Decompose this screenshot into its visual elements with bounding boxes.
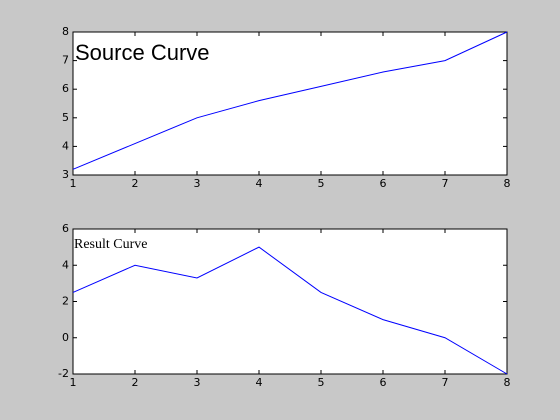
y-tick-label: 3: [62, 168, 69, 181]
y-tick-label: 2: [62, 295, 69, 308]
axes-background: [72, 31, 508, 176]
y-tick-label: 7: [62, 54, 69, 67]
x-tick-label: 7: [442, 376, 449, 389]
x-tick-label: 8: [504, 177, 511, 190]
y-tick-label: 6: [62, 82, 69, 95]
annotation: Result Curve: [74, 237, 148, 252]
curve: [72, 31, 508, 170]
x-tick-label: 1: [70, 376, 77, 389]
x-tick-label: 5: [318, 177, 325, 190]
x-tick-label: 6: [380, 376, 387, 389]
y-tick-label: 0: [62, 331, 69, 344]
x-tick-label: 3: [194, 376, 201, 389]
x-tick-label: 4: [256, 376, 263, 389]
y-tick-label: -2: [58, 367, 69, 380]
x-tick-label: 2: [132, 177, 139, 190]
y-tick-label: 4: [62, 258, 69, 271]
y-tick-label: 5: [62, 111, 69, 124]
y-tick-label: 4: [62, 139, 69, 152]
x-tick-label: 8: [504, 376, 511, 389]
annotation: Source Curve: [75, 40, 210, 65]
x-tick-label: 3: [194, 177, 201, 190]
x-tick-label: 2: [132, 376, 139, 389]
x-tick-label: 4: [256, 177, 263, 190]
axes-background: [72, 228, 508, 375]
x-tick-label: 1: [70, 177, 77, 190]
x-tick-label: 5: [318, 376, 325, 389]
x-tick-label: 7: [442, 177, 449, 190]
x-tick-label: 6: [380, 177, 387, 190]
curve: [72, 246, 508, 375]
y-tick-label: 6: [62, 222, 69, 235]
y-tick-label: 8: [62, 25, 69, 38]
